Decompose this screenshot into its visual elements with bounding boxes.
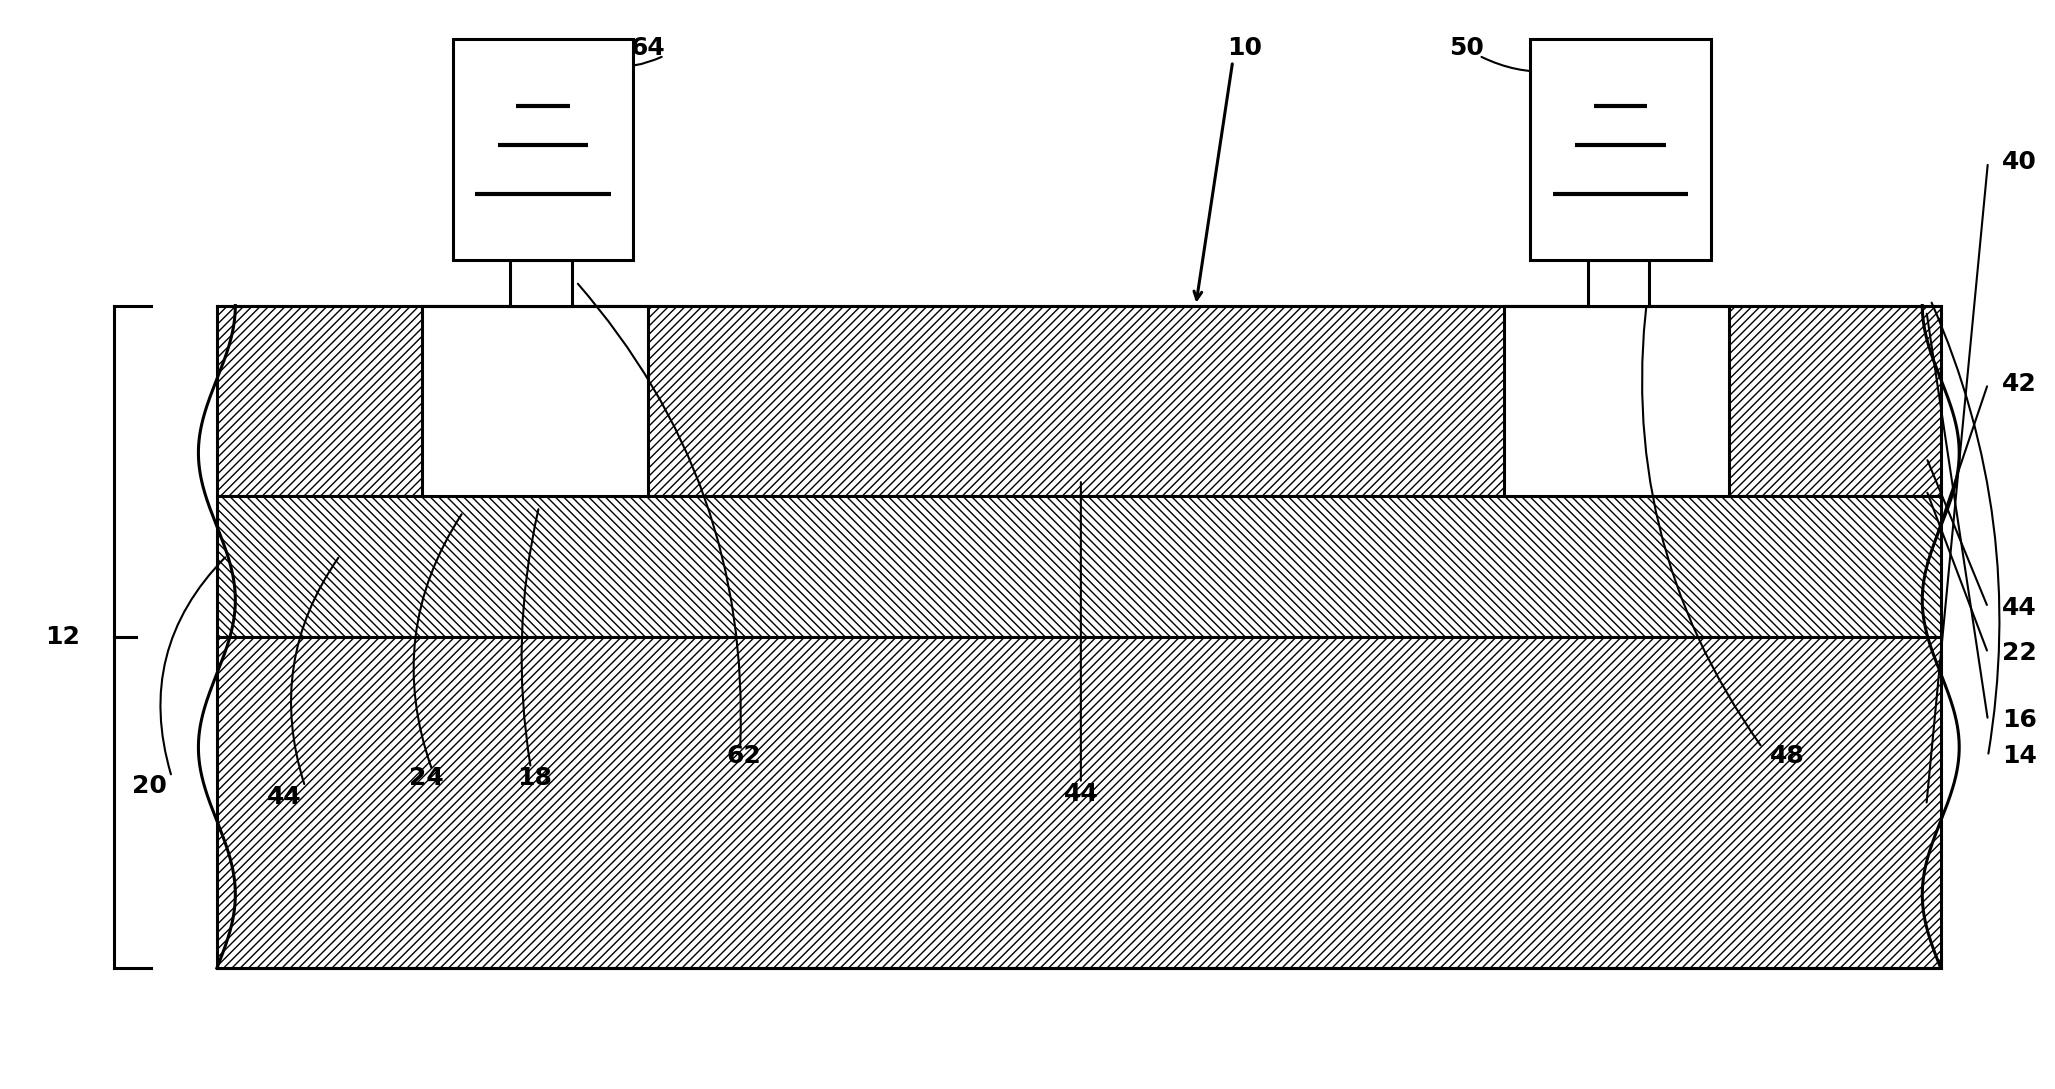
Text: 62: 62 bbox=[727, 744, 762, 769]
Bar bbox=[1589, 260, 1650, 306]
Text: 20: 20 bbox=[132, 773, 166, 797]
Text: 24: 24 bbox=[409, 766, 444, 790]
Text: 64: 64 bbox=[631, 36, 666, 60]
Text: 44: 44 bbox=[1064, 782, 1097, 806]
Text: 12: 12 bbox=[45, 625, 80, 649]
Text: 10: 10 bbox=[1227, 36, 1262, 60]
Text: 50: 50 bbox=[1449, 36, 1484, 60]
Bar bbox=[218, 306, 1940, 495]
Bar bbox=[452, 39, 633, 260]
Bar bbox=[1531, 39, 1712, 260]
Bar bbox=[421, 306, 647, 495]
Text: 22: 22 bbox=[2002, 641, 2037, 665]
Text: 18: 18 bbox=[518, 766, 553, 790]
Text: 40: 40 bbox=[2002, 150, 2037, 174]
Text: 42: 42 bbox=[2002, 371, 2037, 395]
Text: 44: 44 bbox=[267, 784, 302, 808]
Text: 14: 14 bbox=[2002, 744, 2037, 769]
Bar bbox=[218, 637, 1940, 968]
Text: 16: 16 bbox=[2002, 709, 2037, 733]
Text: 48: 48 bbox=[1771, 744, 1804, 769]
Bar bbox=[510, 260, 571, 306]
Bar bbox=[218, 495, 1940, 637]
Bar bbox=[1504, 306, 1730, 495]
Text: 44: 44 bbox=[2002, 596, 2037, 620]
